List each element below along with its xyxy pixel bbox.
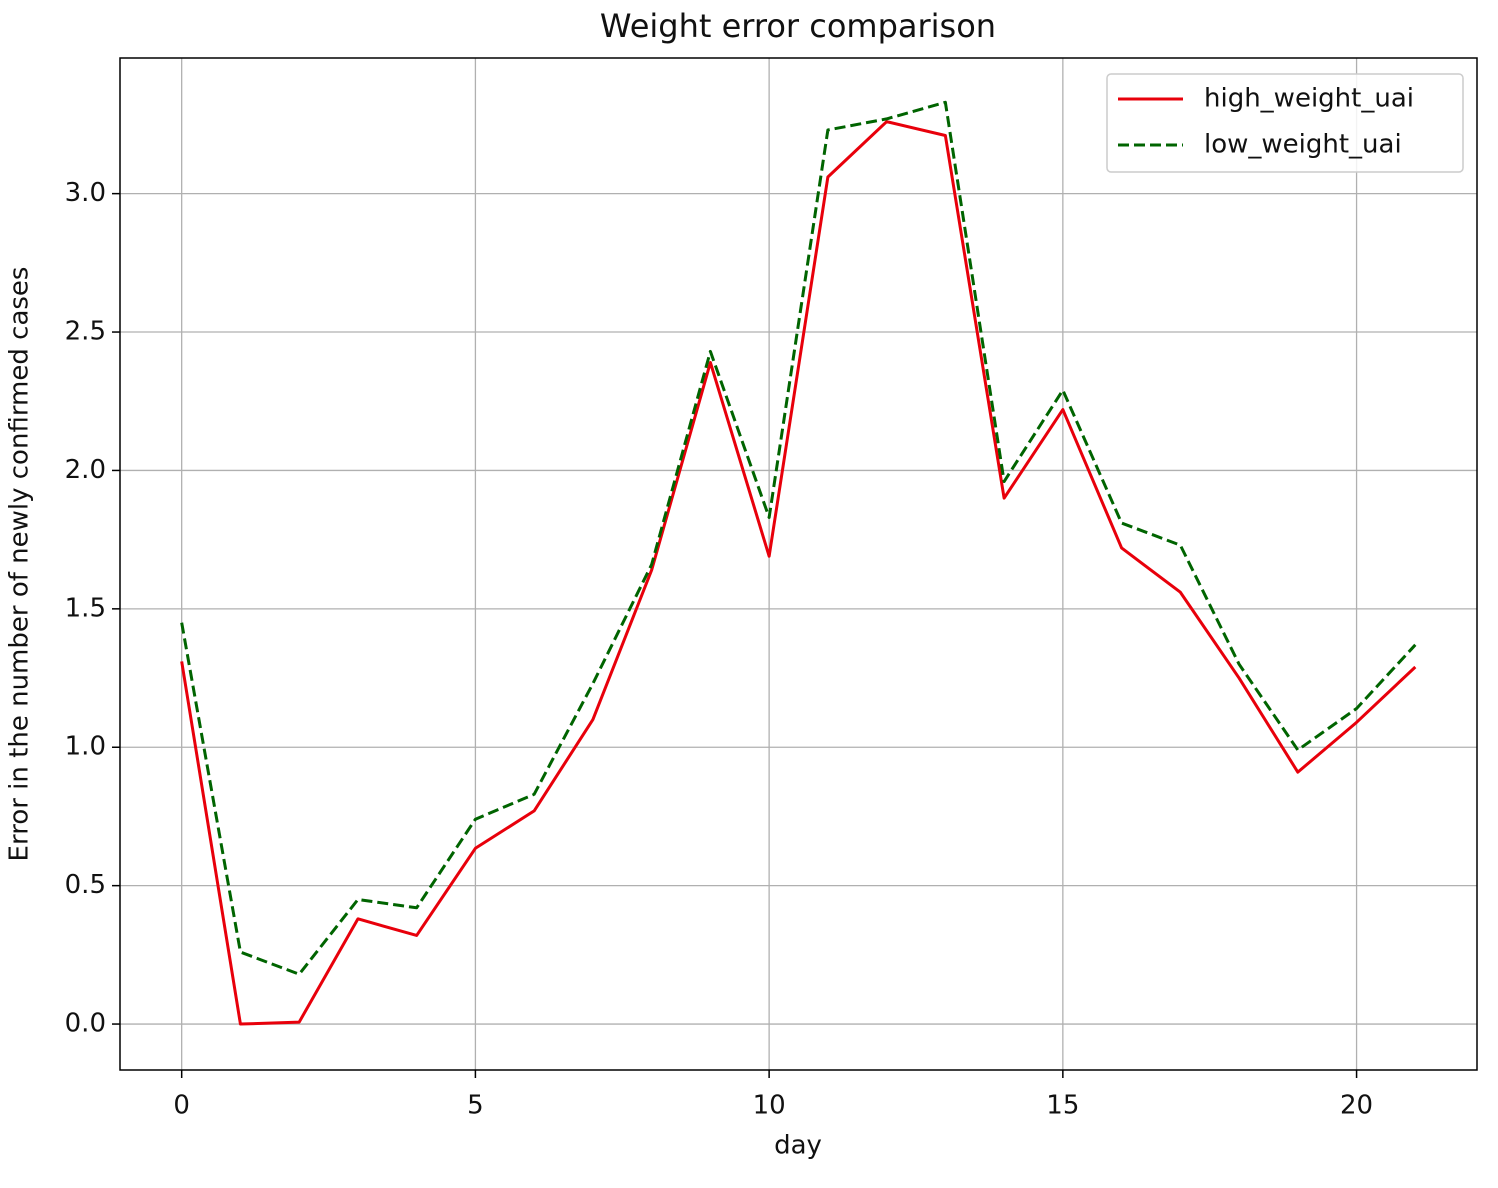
x-tick-label: 10 [753,1091,786,1121]
legend-label: low_weight_uai [1204,130,1402,160]
x-tick-label: 0 [173,1091,190,1121]
x-axis-label: day [774,1131,822,1161]
x-tick-label: 15 [1046,1091,1079,1121]
legend-box [1106,73,1464,173]
y-tick-label: 1.0 [65,732,106,762]
x-tick-label: 20 [1340,1091,1373,1121]
y-tick-label: 0.0 [65,1009,106,1039]
legend: high_weight_uai low_weight_uai [1106,73,1464,173]
series-line [180,120,1417,1026]
y-tick-label: 2.0 [65,455,106,485]
y-tick-label: 2.5 [65,317,106,347]
y-tick-label: 0.5 [65,870,106,900]
chart-title: Weight error comparison [600,7,996,45]
y-tick-label: 1.5 [65,593,106,623]
y-axis-label: Error in the number of newly confirmed c… [5,267,35,862]
plot-lines [180,100,1417,1026]
legend-label: high_weight_uai [1204,84,1414,114]
grid [112,58,1477,1078]
x-tick-label: 5 [467,1091,484,1121]
series-line [180,100,1417,976]
plot-frame [119,57,1478,1071]
y-tick-label: 3.0 [65,178,106,208]
